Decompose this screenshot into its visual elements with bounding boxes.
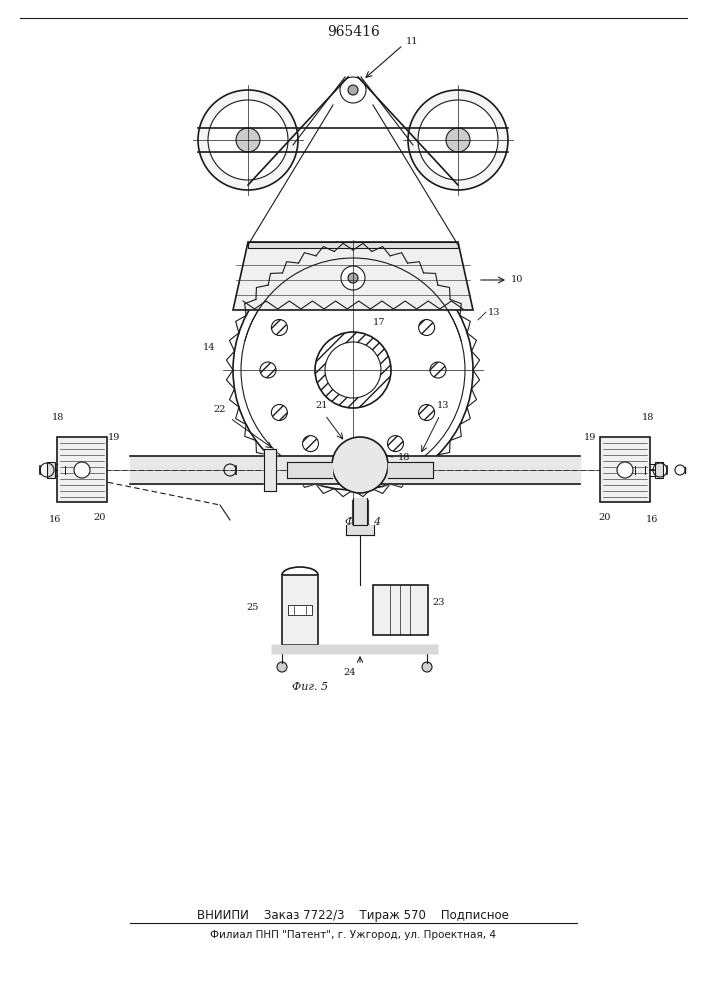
Bar xyxy=(373,585,428,635)
Circle shape xyxy=(271,404,287,420)
Text: 11: 11 xyxy=(406,37,419,46)
Text: 16: 16 xyxy=(49,515,62,524)
Text: 25: 25 xyxy=(247,603,259,612)
Text: 20: 20 xyxy=(94,513,106,522)
Text: 17: 17 xyxy=(373,318,385,327)
Circle shape xyxy=(236,128,260,152)
Bar xyxy=(47,462,55,478)
Circle shape xyxy=(446,128,470,152)
Text: Филиал ПНП "Патент", г. Ужгород, ул. Проектная, 4: Филиал ПНП "Патент", г. Ужгород, ул. Про… xyxy=(210,930,496,940)
Text: 18: 18 xyxy=(642,413,654,422)
Circle shape xyxy=(345,447,361,463)
Bar xyxy=(600,437,650,502)
Circle shape xyxy=(303,436,318,452)
Bar xyxy=(282,575,318,645)
Text: 965416: 965416 xyxy=(327,25,380,39)
Circle shape xyxy=(74,462,90,478)
Bar xyxy=(288,605,312,615)
Circle shape xyxy=(277,662,287,672)
Circle shape xyxy=(332,437,388,493)
Circle shape xyxy=(271,320,287,336)
Bar xyxy=(655,462,663,478)
Circle shape xyxy=(348,273,358,283)
Circle shape xyxy=(315,332,391,408)
Circle shape xyxy=(345,277,361,293)
Text: 24: 24 xyxy=(344,668,356,677)
Polygon shape xyxy=(248,242,458,248)
Circle shape xyxy=(617,462,633,478)
Circle shape xyxy=(408,90,508,190)
Circle shape xyxy=(198,90,298,190)
Circle shape xyxy=(387,436,404,452)
Circle shape xyxy=(418,100,498,180)
Circle shape xyxy=(419,404,435,420)
Circle shape xyxy=(260,362,276,378)
Bar xyxy=(57,437,107,502)
Polygon shape xyxy=(233,242,473,310)
Text: 19: 19 xyxy=(108,433,120,442)
Circle shape xyxy=(208,100,288,180)
Text: Фиг. 4: Фиг. 4 xyxy=(345,517,381,527)
Circle shape xyxy=(348,85,358,95)
Text: 18: 18 xyxy=(398,453,410,462)
Text: Фиг. 5: Фиг. 5 xyxy=(292,682,328,692)
Text: 21: 21 xyxy=(316,401,328,410)
Circle shape xyxy=(303,288,318,304)
Circle shape xyxy=(341,266,365,290)
Text: 23: 23 xyxy=(432,598,445,607)
Text: ВНИИПИ    Заказ 7722/3    Тираж 570    Подписное: ВНИИПИ Заказ 7722/3 Тираж 570 Подписное xyxy=(197,908,509,922)
Text: 13: 13 xyxy=(437,401,449,410)
Text: 19: 19 xyxy=(583,433,596,442)
Circle shape xyxy=(430,362,446,378)
Text: 22: 22 xyxy=(214,405,226,414)
Text: 14: 14 xyxy=(203,343,216,352)
Text: 10: 10 xyxy=(511,275,523,284)
Circle shape xyxy=(325,342,381,398)
Text: 20: 20 xyxy=(599,513,611,522)
Text: 18: 18 xyxy=(52,413,64,422)
Text: 13: 13 xyxy=(488,308,501,317)
Circle shape xyxy=(340,77,366,103)
Circle shape xyxy=(387,288,404,304)
Circle shape xyxy=(422,662,432,672)
Text: 16: 16 xyxy=(645,515,658,524)
Circle shape xyxy=(419,320,435,336)
